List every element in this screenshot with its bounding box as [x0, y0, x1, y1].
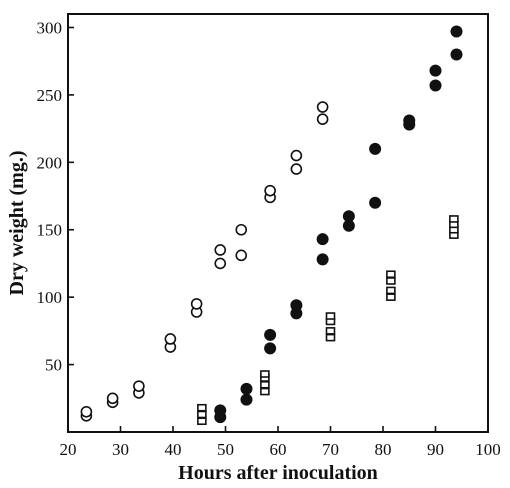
- filled-circle-point: [429, 64, 442, 77]
- open-square-point: [325, 312, 336, 320]
- y-tick-label: 150: [37, 221, 63, 240]
- y-tick-label: 250: [37, 86, 63, 105]
- x-tick-label: 40: [165, 440, 182, 459]
- open-circle-point: [106, 392, 119, 405]
- filled-circle-point: [450, 48, 463, 61]
- open-circle-point: [290, 163, 303, 175]
- open-circle-point: [190, 298, 203, 310]
- x-tick-label: 70: [322, 440, 339, 459]
- filled-circle-point: [369, 142, 382, 155]
- open-circle-point: [80, 405, 93, 418]
- filled-circle-point: [369, 196, 382, 209]
- open-square-point: [260, 381, 270, 389]
- filled-circle-point: [264, 328, 277, 341]
- open-circle-point: [214, 257, 227, 270]
- open-circle-point: [133, 380, 145, 392]
- open-square-point: [325, 333, 336, 342]
- filled-circle-point: [240, 382, 253, 395]
- open-square-point: [260, 387, 270, 396]
- open-square-point: [197, 403, 207, 412]
- x-tick-label: 60: [270, 440, 287, 459]
- y-tick-label: 200: [37, 153, 63, 172]
- y-tick-label: 300: [37, 18, 63, 37]
- y-tick-label: 100: [37, 288, 63, 307]
- open-square-point: [197, 410, 207, 419]
- filled-circle-point: [290, 299, 303, 312]
- open-circle-point: [235, 223, 248, 236]
- open-circle-point: [316, 101, 329, 113]
- x-tick-label: 100: [475, 440, 501, 459]
- open-circle-point: [290, 149, 303, 162]
- open-square-point: [386, 277, 396, 285]
- filled-circle-point: [214, 404, 227, 417]
- open-circle-point: [264, 184, 276, 197]
- open-square-point: [449, 215, 459, 223]
- filled-circle-point: [403, 114, 416, 127]
- filled-circle-point: [342, 210, 355, 223]
- open-square-point: [386, 270, 396, 279]
- open-circle-point: [316, 113, 329, 125]
- open-square-point: [197, 417, 207, 426]
- axis-tick-labels: 20 30 40 50 60 70 80 90 100 50 100 150 200 250 300: [37, 18, 501, 459]
- open-square-point: [325, 327, 336, 335]
- axis-ticks: [67, 26, 489, 432]
- open-circle-point: [164, 333, 177, 345]
- open-square-point: [386, 286, 396, 295]
- x-tick-label: 90: [427, 440, 444, 459]
- filled-circle-point: [450, 25, 463, 38]
- filled-circle-point: [316, 233, 329, 246]
- x-tick-label: 20: [60, 440, 77, 459]
- y-axis-title: Dry weight (mg.): [6, 151, 28, 296]
- filled-circle-point: [240, 393, 253, 406]
- y-tick-label: 50: [45, 356, 62, 375]
- filled-circle-point: [429, 79, 442, 92]
- data-points: [80, 25, 463, 426]
- x-tick-label: 30: [112, 440, 129, 459]
- open-circle-point: [214, 244, 227, 256]
- x-axis-title: Hours after inoculation: [178, 462, 378, 484]
- x-tick-label: 50: [217, 440, 234, 459]
- filled-circle-point: [316, 253, 329, 266]
- open-square-point: [260, 370, 270, 378]
- filled-circle-point: [264, 342, 277, 355]
- x-tick-label: 80: [375, 440, 392, 459]
- open-square-point: [386, 293, 396, 301]
- plot-frame: [67, 13, 489, 433]
- open-circle-point: [235, 249, 248, 262]
